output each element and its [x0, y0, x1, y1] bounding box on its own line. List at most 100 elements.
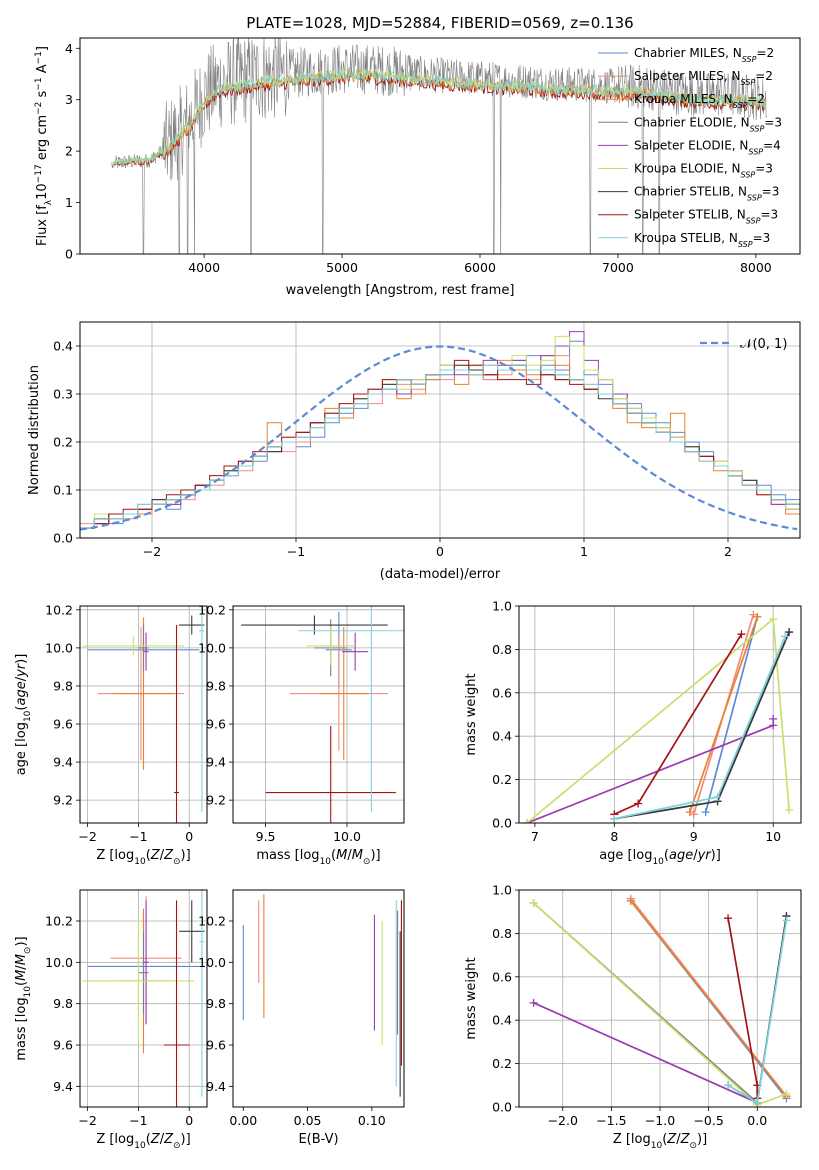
label-part: /	[676, 1132, 681, 1147]
plot-area	[241, 606, 404, 823]
label-part: /	[160, 848, 165, 863]
legend-label-suffix: =4	[763, 138, 781, 152]
label-part: 10	[134, 857, 146, 867]
tick-label-y: 9.6	[53, 1038, 73, 1053]
tick-label-y: 0.3	[53, 387, 73, 402]
error-bar-point	[179, 900, 205, 963]
series-line	[533, 1002, 758, 1104]
series-marker	[626, 896, 635, 905]
axes-frame	[232, 605, 405, 824]
label-part: 10	[23, 710, 33, 722]
tick-label-y: 10.2	[45, 602, 73, 617]
tick-label-y: 4	[65, 41, 73, 56]
label-part: Flux [f	[35, 205, 50, 246]
tick-label-x: 0	[436, 544, 444, 559]
series-line	[704, 616, 759, 813]
legend-label-sub: SSP	[750, 124, 765, 133]
tick-label-y: 0.2	[53, 435, 73, 450]
tick-label-x: −1.5	[596, 1113, 626, 1128]
label-part: ⊙	[173, 857, 181, 867]
label-part: −1	[34, 77, 44, 90]
legend-label: 𝒩(0, 1)	[740, 337, 787, 352]
label-part: 10	[652, 857, 664, 867]
series-marker	[685, 808, 694, 817]
axes-frame	[232, 889, 405, 1108]
tick-label-y: 0.1	[53, 483, 73, 498]
series-marker	[753, 1098, 762, 1107]
error-bar-point	[138, 931, 149, 1014]
tick-label-x: 5000	[326, 260, 358, 275]
plot-area	[111, 38, 767, 254]
legend-label-suffix: =3	[760, 208, 778, 222]
tick-label-y: 0.8	[492, 926, 512, 941]
x-axis-label: (data-model)/error	[380, 567, 501, 582]
series-kroupa-stelib	[724, 916, 791, 1107]
label-part: age	[669, 848, 693, 863]
panel-age_vs_Z: −2 −1 09.29.49.69.810.010.2Z [log10(Z/Z⊙)]…	[14, 602, 208, 867]
tick-label-x: 0.00	[229, 1113, 257, 1128]
error-bar-point	[241, 615, 388, 635]
error-bar-point	[319, 626, 369, 761]
histogram-kroupa-stelib	[80, 364, 800, 538]
label-part: /	[14, 676, 29, 681]
series-marker	[713, 792, 722, 801]
legend-label: Kroupa STELIB, NSSP=3	[634, 231, 770, 249]
label-part: M	[14, 954, 29, 965]
error-bar-point	[173, 625, 180, 823]
tick-label-x: 4000	[188, 260, 220, 275]
tick-label-y: 1	[65, 195, 73, 210]
tick-label-x: 0	[185, 829, 193, 844]
tick-label-y: 10.2	[198, 914, 226, 929]
tick-label-x: 8000	[740, 260, 772, 275]
gaussian-curve	[80, 345, 798, 531]
label-part: Z	[150, 848, 161, 863]
legend-label-text: Chabrier STELIB, N	[634, 185, 747, 199]
legend-label-suffix: =2	[747, 92, 765, 106]
series-marker	[782, 1089, 791, 1098]
label-part: /	[693, 848, 698, 863]
label-part: M	[336, 848, 347, 863]
tick-label-x: −1	[129, 829, 147, 844]
tick-label-y: 0.0	[492, 1100, 512, 1115]
tick-label-y: 0.8	[492, 642, 512, 657]
label-part: age [log	[599, 848, 652, 863]
tick-label-x: 8	[610, 829, 618, 844]
legend-label-suffix: =2	[755, 69, 773, 83]
series-marker	[769, 714, 778, 723]
x-axis-label: mass [log10(M/M⊙)]	[256, 848, 380, 867]
axes-frame	[518, 889, 802, 1108]
legend-label-sub: SSP	[742, 55, 757, 64]
label-part: Z [log	[96, 848, 134, 863]
label-part: −2	[34, 102, 44, 115]
tick-label-y: 9.8	[206, 996, 226, 1011]
panel-weight_vs_Z: −2.0 −1.5 −1.0 −0.5 0.0 0.0 0.2 0.4 0.6 0.8 1.0 Z […	[464, 883, 802, 1151]
tick-label-y: 10.2	[198, 602, 226, 617]
legend-label-text: Chabrier ELODIE, N	[634, 115, 750, 129]
legend-label-sub: SSP	[733, 101, 748, 110]
x-axis-label: Z [log10(Z/Z⊙)]	[96, 1132, 190, 1151]
tick-label-y: 0.6	[492, 685, 512, 700]
tick-label-x: −1	[129, 1113, 147, 1128]
x-axis-label: E(B-V)	[298, 1132, 338, 1147]
label-part: s	[35, 90, 50, 101]
tick-label-y: 9.2	[206, 793, 226, 808]
series-kroupa-stelib	[610, 632, 790, 823]
error-bar-point	[199, 606, 205, 812]
y-axis-label: mass weight	[464, 957, 479, 1039]
series-marker	[724, 1081, 733, 1090]
tick-label-y: 9.6	[206, 1038, 226, 1053]
plot-area	[82, 606, 205, 823]
tick-label-y: 0	[65, 247, 73, 262]
legend-label-sub: SSP	[741, 78, 756, 87]
tick-label-x: −2	[78, 829, 96, 844]
plot-area	[242, 894, 402, 1097]
series-marker	[529, 899, 538, 908]
tick-label-y: 0.4	[492, 729, 512, 744]
series-line	[688, 616, 759, 813]
label-part: (	[331, 848, 336, 863]
y-axis-label: age [log10(age/yr)]	[14, 654, 33, 776]
legend-label-sub: SSP	[741, 170, 756, 179]
